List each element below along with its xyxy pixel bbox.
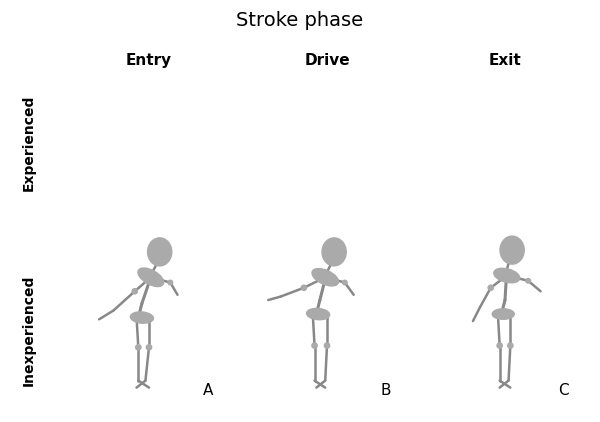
Circle shape [146, 345, 152, 350]
Circle shape [325, 343, 329, 348]
Text: Experienced: Experienced [22, 94, 36, 191]
Circle shape [132, 289, 137, 294]
Text: B: B [380, 383, 391, 398]
Ellipse shape [312, 268, 338, 286]
Text: Exit: Exit [488, 53, 521, 68]
Ellipse shape [138, 268, 164, 287]
Text: Entry: Entry [126, 53, 172, 68]
Text: Inexperienced: Inexperienced [22, 275, 36, 386]
Text: Stroke phase: Stroke phase [236, 11, 364, 30]
Ellipse shape [492, 309, 514, 319]
Ellipse shape [500, 236, 524, 264]
Ellipse shape [148, 238, 172, 266]
Circle shape [508, 343, 513, 348]
Circle shape [312, 343, 317, 348]
Ellipse shape [307, 308, 329, 320]
Ellipse shape [494, 268, 520, 283]
Circle shape [497, 343, 502, 348]
Circle shape [343, 280, 347, 285]
Text: A: A [202, 383, 213, 398]
Circle shape [168, 280, 173, 285]
Ellipse shape [130, 312, 154, 323]
Ellipse shape [322, 238, 346, 266]
Circle shape [526, 279, 530, 283]
Circle shape [488, 285, 493, 290]
Text: Drive: Drive [304, 53, 350, 68]
Circle shape [136, 345, 141, 350]
Circle shape [301, 285, 307, 290]
Text: C: C [559, 383, 569, 398]
